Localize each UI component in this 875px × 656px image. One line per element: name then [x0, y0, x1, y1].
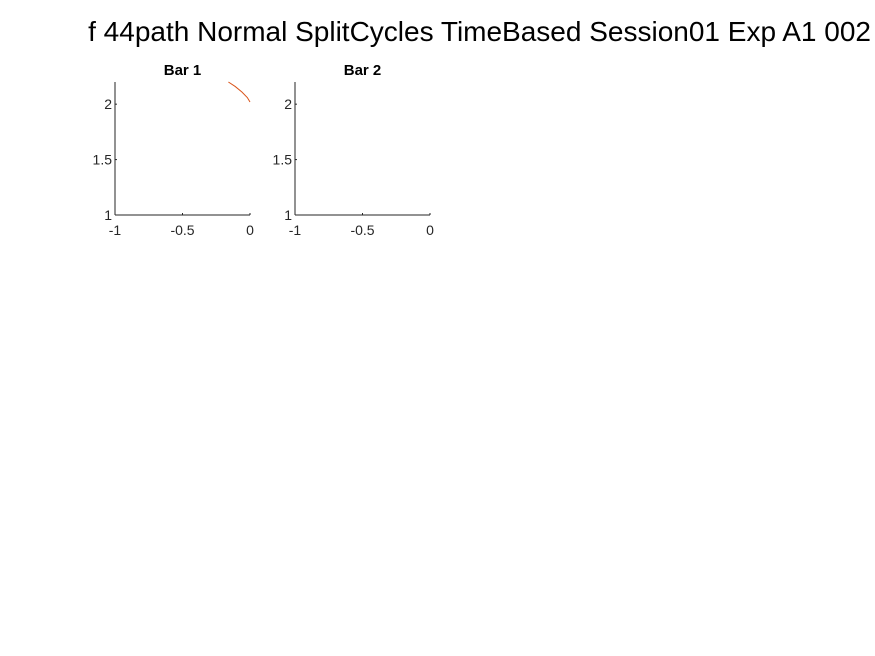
subplot-2: Bar 2 -1 -0.5 0 1 1.5 2 — [273, 62, 435, 238]
y-tick-label: 1.5 — [273, 152, 293, 168]
subplot-title: Bar 2 — [344, 62, 382, 79]
y-tick-label: 2 — [104, 96, 112, 112]
x-tick-label: -0.5 — [350, 222, 374, 238]
y-tick-label: 2 — [284, 96, 292, 112]
figure-title: f 44path Normal SplitCycles TimeBased Se… — [88, 16, 871, 47]
subplot-title: Bar 1 — [164, 62, 202, 79]
x-tick-label: -1 — [289, 222, 302, 238]
series-line-1 — [228, 81, 251, 103]
y-tick-label: 1.5 — [93, 152, 113, 168]
y-tick-label: 1 — [284, 207, 292, 223]
x-tick-label: 0 — [246, 222, 254, 238]
x-tick-label: -0.5 — [170, 222, 194, 238]
subplot-1: Bar 1 -1 -0.5 0 1 1.5 2 — [93, 62, 255, 238]
x-tick-label: 0 — [426, 222, 434, 238]
x-tick-label: -1 — [109, 222, 122, 238]
y-tick-label: 1 — [104, 207, 112, 223]
